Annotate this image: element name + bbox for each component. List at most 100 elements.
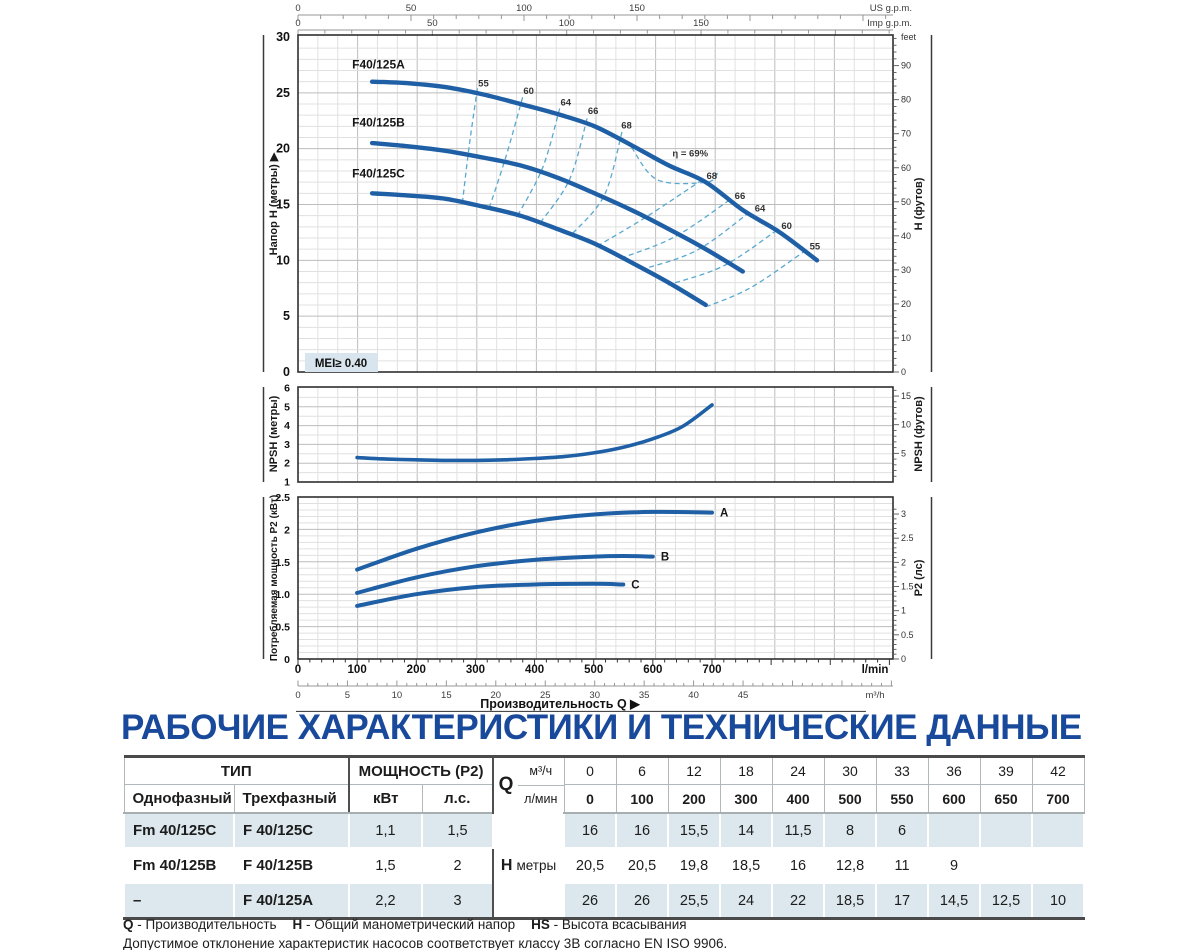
head-value: [1031, 847, 1086, 884]
m3h-value: 39: [979, 756, 1033, 785]
feet-tick: 70: [901, 129, 911, 139]
power-curve-label-c: C: [631, 579, 639, 591]
power-header: МОЩНОСТЬ (P2): [348, 756, 494, 785]
q-unit-lmin: л/мин: [524, 791, 558, 806]
m3h-tick: 15: [441, 690, 452, 701]
lmin-value: 600: [927, 784, 981, 814]
col-single-phase: Однофазный: [123, 784, 235, 814]
hp-value: 3: [421, 882, 495, 920]
hp-tick: 1.5: [901, 582, 914, 592]
head-value: 12,8: [823, 847, 878, 884]
lmin-tick: 400: [525, 664, 544, 676]
npsh-feet-tick: 5: [901, 448, 906, 458]
lmin-tick: 500: [584, 664, 603, 676]
npsh-tick: 4: [284, 420, 290, 432]
q-label: Q: [498, 774, 514, 795]
efficiency-label: 64: [755, 203, 766, 214]
efficiency-label: 68: [621, 121, 632, 132]
legend-line: Q - Производительность H - Общий манометр…: [123, 915, 727, 934]
head-value: 15,5: [667, 812, 722, 849]
hp-tick: 2: [901, 557, 906, 567]
m3h-unit: m³/h: [866, 690, 885, 701]
model-single: –: [123, 882, 235, 920]
curve-f40-125c: [369, 191, 708, 308]
bottom-flow-axis: 0 100 200 300 400 500 600 700 l/min 0 5 10 15 20 25 30 3…: [295, 659, 893, 712]
model-single: Fm 40/125C: [123, 812, 235, 849]
head-value: 20,5: [615, 847, 670, 884]
model-three: F 40/125A: [232, 882, 351, 920]
kw-value: 1,1: [348, 812, 424, 849]
feet-tick: 30: [901, 265, 911, 275]
head-value: 26: [615, 882, 670, 920]
us-gpm-title: US g.p.m.: [870, 3, 912, 14]
p2-tick: 0: [284, 654, 290, 666]
head-value: 14,5: [927, 882, 982, 920]
model-three: F 40/125C: [232, 812, 351, 849]
m3h-tick: 20: [491, 690, 502, 701]
h-axis-tick: 5: [283, 309, 290, 323]
m3h-value: 30: [823, 756, 877, 785]
head-value: [979, 847, 1034, 884]
lmin-value: 500: [823, 784, 877, 814]
head-value: 11,5: [771, 812, 826, 849]
m3h-tick: 35: [639, 690, 650, 701]
npsh-tick: 5: [284, 401, 290, 413]
hq-chart: 55 60 64 66 68 η = 69% 68 66 64 60 55 F40/125A F40/1…: [262, 30, 933, 379]
lmin-value: 0: [563, 784, 617, 814]
m3h-value: 18: [719, 756, 773, 785]
p2-axis-title: Потребляемая мощность P2 (кВт): [268, 495, 280, 661]
head-value: 16: [771, 847, 826, 884]
h-axis-tick: 30: [276, 30, 290, 44]
curve-npsh: [355, 403, 714, 463]
feet-unit: feet: [901, 32, 917, 42]
table-row: – F 40/125A 2,2 3 26 26 25,5 24 22 18,5 17 14,5 12,5…: [123, 882, 1086, 920]
curve-label-f40-125c: F40/125C: [352, 167, 405, 181]
head-value: 25,5: [667, 882, 722, 920]
q-axis-title: Производительность Q ▶: [480, 697, 641, 711]
npsh-tick: 2: [284, 458, 290, 470]
p2-tick: 0.5: [275, 622, 290, 634]
feet-tick: 60: [901, 163, 911, 173]
m3h-tick: 40: [688, 690, 699, 701]
lmin-value: 300: [719, 784, 773, 814]
feet-tick: 20: [901, 299, 911, 309]
us-gpm-tick: 150: [629, 3, 645, 14]
m3h-value: 36: [927, 756, 981, 785]
efficiency-label: η = 69%: [672, 149, 708, 160]
mei-box: [305, 353, 378, 372]
type-header: ТИП: [123, 756, 350, 785]
footnotes: Q - Производительность H - Общий манометр…: [123, 915, 727, 950]
power-chart: A B C 0 0.5 1.0 1.5 2 2.5 0 0.5 1 1.5 2 2.5 3 Потребляем…: [262, 492, 933, 666]
kw-value: 1,5: [348, 847, 424, 884]
npsh-axis-title: NPSH (метры): [268, 395, 280, 472]
feet-tick: 50: [901, 197, 911, 207]
imp-gpm-tick: 0: [295, 18, 300, 29]
col-three-phase: Трехфазный: [233, 784, 350, 814]
imp-gpm-tick: 150: [693, 18, 709, 29]
curve-label-f40-125b: F40/125B: [352, 115, 405, 129]
h-unit-cell: H метры: [492, 812, 566, 920]
head-value: 22: [771, 882, 826, 920]
efficiency-label: 66: [735, 191, 746, 202]
imp-gpm-tick: 100: [559, 18, 575, 29]
col-hp: л.с.: [421, 784, 494, 814]
efficiency-line-55: [461, 88, 479, 202]
m3h-tick: 5: [345, 690, 350, 701]
efficiency-label: 55: [478, 78, 489, 89]
feet-tick: 10: [901, 333, 911, 343]
efficiency-line-68: [599, 179, 703, 246]
efficiency-line-68: [571, 131, 623, 236]
head-value: 8: [823, 812, 878, 849]
head-value: [979, 812, 1034, 849]
hp-tick: 0: [901, 654, 906, 664]
top-flow-axes: 0 50 100 150 US g.p.m. 0 50 100 150 Imp g.p.m.: [295, 3, 912, 36]
legend-item: HS - Высота всасывания: [531, 917, 687, 932]
us-gpm-tick: 50: [406, 3, 417, 14]
feet-tick: 40: [901, 231, 911, 241]
p2-tick: 1.5: [275, 557, 290, 569]
performance-charts: 0 50 100 150 US g.p.m.0 50 100 150 Imp g.p.m.556…: [262, 3, 933, 712]
npsh-tick: 1: [284, 477, 290, 489]
hp-tick: 1: [901, 606, 906, 616]
h-axis-tick: 20: [276, 142, 290, 156]
